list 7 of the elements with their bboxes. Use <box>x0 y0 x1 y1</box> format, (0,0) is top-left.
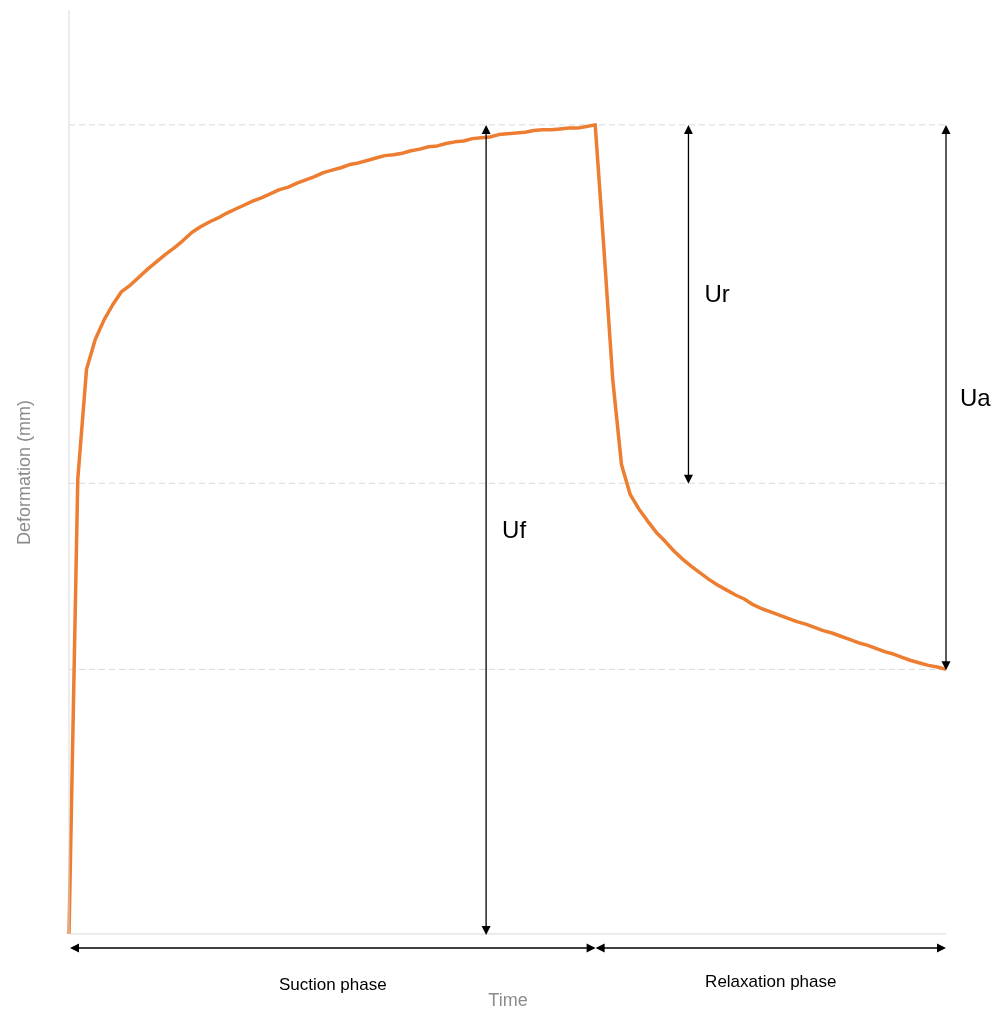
annotation: Ur <box>704 280 730 308</box>
text: Suction phase <box>278 975 387 994</box>
x-axis-title: Time <box>488 990 528 1010</box>
text: Ua <box>960 383 992 411</box>
y-axis-title: Deformation (mm) <box>14 399 34 546</box>
text: Relaxation phase <box>705 972 837 991</box>
annotation: Uf <box>502 516 527 543</box>
